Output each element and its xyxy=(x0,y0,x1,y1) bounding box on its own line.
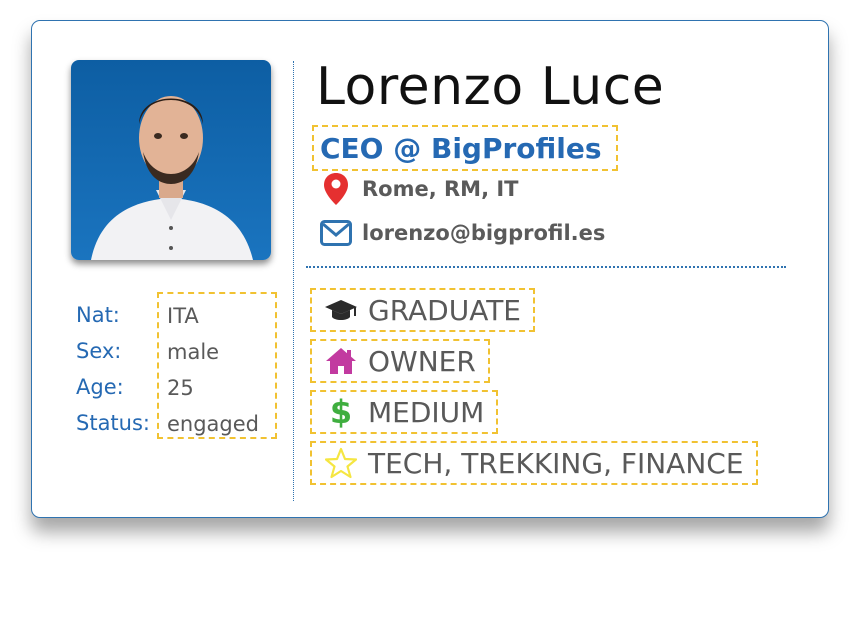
status-value: engaged xyxy=(167,412,260,436)
home-icon xyxy=(324,344,358,378)
star-icon xyxy=(324,446,358,480)
dollar-icon: $ xyxy=(329,393,353,431)
details-values: ITA male 25 engaged xyxy=(157,292,277,439)
email-link[interactable]: lorenzo@bigprofil.es xyxy=(362,221,606,245)
tag-medium: $ MEDIUM xyxy=(310,390,499,434)
nationality-label: Nat: xyxy=(76,303,120,327)
location-row: Rome, RM, IT xyxy=(320,173,519,205)
location-text: Rome, RM, IT xyxy=(362,177,519,201)
sex-value: male xyxy=(167,340,220,364)
tag-label: GRADUATE xyxy=(368,293,522,327)
details-labels: Nat: Sex: Age: Status: xyxy=(76,297,150,441)
tag-interests: TECH, TREKKING, FINANCE xyxy=(310,441,758,485)
envelope-icon xyxy=(320,217,352,249)
tag-label: TECH, TREKKING, FINANCE xyxy=(368,446,744,480)
status-label: Status: xyxy=(76,411,150,435)
profile-photo xyxy=(71,60,271,260)
tag-owner: OWNER xyxy=(310,339,490,383)
vertical-divider xyxy=(293,61,294,501)
profile-card: Lorenzo Luce CEO @ BigProfiles Rome, RM,… xyxy=(31,20,829,518)
graduation-cap-icon xyxy=(324,293,358,327)
profile-name: Lorenzo Luce xyxy=(316,57,665,117)
tag-graduate: GRADUATE xyxy=(310,288,536,332)
sex-label: Sex: xyxy=(76,339,122,363)
role-text: CEO @ BigProfiles xyxy=(320,131,602,165)
profile-role: CEO @ BigProfiles xyxy=(312,125,618,171)
age-label: Age: xyxy=(76,375,124,399)
tag-label: OWNER xyxy=(368,344,476,378)
nationality-value: ITA xyxy=(167,304,199,328)
tag-label: MEDIUM xyxy=(368,395,485,429)
email-row: lorenzo@bigprofil.es xyxy=(320,217,605,249)
horizontal-divider xyxy=(306,266,786,268)
age-value: 25 xyxy=(167,376,194,400)
map-pin-icon xyxy=(320,173,352,205)
